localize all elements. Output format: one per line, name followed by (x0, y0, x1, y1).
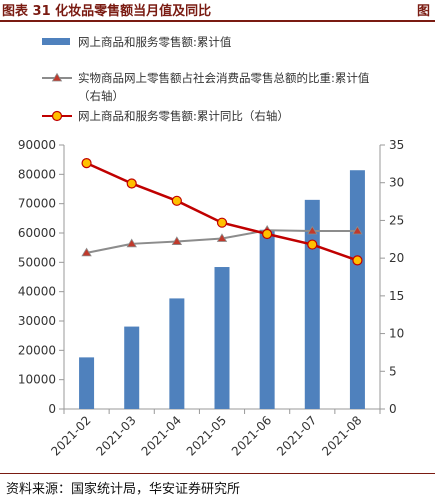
y-axis-left-ticks: 0 10000 20000 30000 40000 50000 60000 70000 8000… (18, 138, 64, 416)
source-note: 资料来源：国家统计局，华安证券研究所 (6, 482, 241, 497)
y-right-tick-label: 0 (389, 402, 397, 416)
x-tick-label: 2021-07 (274, 413, 319, 458)
y-axis-right-ticks: 0 5 10 15 20 25 30 35 (380, 138, 404, 416)
chart-canvas: 网上商品和服务零售额:累计值 实物商品网上零售额占社会消费品零售总额的比重:累计… (18, 35, 404, 459)
share-point (171, 236, 183, 245)
bar-series (79, 170, 365, 409)
yoy-point (307, 239, 318, 250)
x-axis-ticks: 2021-02 2021-03 2021-04 2021-05 2021-06 2021-… (48, 409, 381, 459)
yoy-point (126, 178, 137, 189)
source-divider (0, 473, 435, 474)
legend-swatch-bars (42, 38, 70, 45)
share-point (352, 225, 363, 235)
bar (349, 170, 365, 409)
y-right-tick-label: 35 (389, 138, 404, 152)
chart-title-continuation: 图 (417, 4, 431, 19)
yoy-point (216, 217, 228, 228)
y-left-tick-label: 10000 (18, 373, 56, 387)
yoy-point (352, 255, 363, 266)
y-left-tick-label: 60000 (18, 226, 56, 240)
x-tick-label: 2021-06 (229, 413, 274, 458)
legend-item-share: 实物商品网上零售额占社会消费品零售总额的比重:累计值 （右轴） (42, 71, 370, 103)
y-left-tick-label: 0 (48, 402, 56, 416)
y-left-tick-label: 70000 (18, 197, 56, 211)
share-point (81, 247, 92, 257)
legend-item-yoy: 网上商品和服务零售额:累计同比（右轴） (42, 109, 289, 123)
legend-label-share-axis: （右轴） (78, 89, 124, 103)
y-right-tick-label: 5 (389, 364, 397, 378)
share-point (307, 225, 318, 235)
y-left-tick-label: 40000 (18, 285, 56, 299)
share-point (126, 238, 137, 248)
legend-label-yoy: 网上商品和服务零售额:累计同比（右轴） (78, 109, 289, 123)
y-left-tick-label: 30000 (18, 314, 56, 328)
bar (169, 298, 185, 409)
x-tick-label: 2021-05 (184, 413, 229, 458)
y-right-tick-label: 10 (389, 327, 404, 341)
chart-title: 图表 31 化妆品零售额当月值及同比 (2, 4, 212, 19)
bar (304, 199, 320, 409)
bar (124, 326, 140, 409)
y-right-tick-label: 25 (389, 213, 404, 227)
y-right-tick-label: 30 (389, 176, 404, 190)
bar (214, 267, 230, 409)
yoy-point (81, 158, 92, 169)
title-divider (0, 20, 435, 22)
x-tick-label: 2021-03 (93, 413, 138, 458)
legend-item-bars: 网上商品和服务零售额:累计值 (42, 35, 232, 49)
bar (259, 229, 275, 409)
share-line-series (81, 224, 363, 257)
y-left-tick-label: 80000 (18, 167, 56, 181)
y-right-tick-label: 15 (389, 289, 404, 303)
y-left-tick-label: 90000 (18, 138, 56, 152)
share-point (216, 233, 228, 242)
yoy-point (262, 228, 273, 240)
y-left-tick-label: 50000 (18, 255, 56, 269)
y-left-tick-label: 20000 (18, 343, 56, 357)
x-tick-label: 2021-04 (139, 413, 184, 458)
yoy-point (171, 195, 182, 206)
bar (79, 357, 95, 409)
legend-label-share: 实物商品网上零售额占社会消费品零售总额的比重:累计值 (78, 71, 370, 85)
yoy-line-series (81, 158, 363, 266)
y-right-tick-label: 20 (389, 251, 404, 265)
x-tick-label: 2021-08 (319, 413, 364, 458)
x-tick-label: 2021-02 (48, 413, 93, 458)
legend-label-bars: 网上商品和服务零售额:累计值 (78, 35, 232, 49)
legend-swatch-yoy-marker (51, 110, 63, 122)
legend: 网上商品和服务零售额:累计值 实物商品网上零售额占社会消费品零售总额的比重:累计… (42, 35, 370, 123)
legend-swatch-share-marker (51, 72, 63, 82)
